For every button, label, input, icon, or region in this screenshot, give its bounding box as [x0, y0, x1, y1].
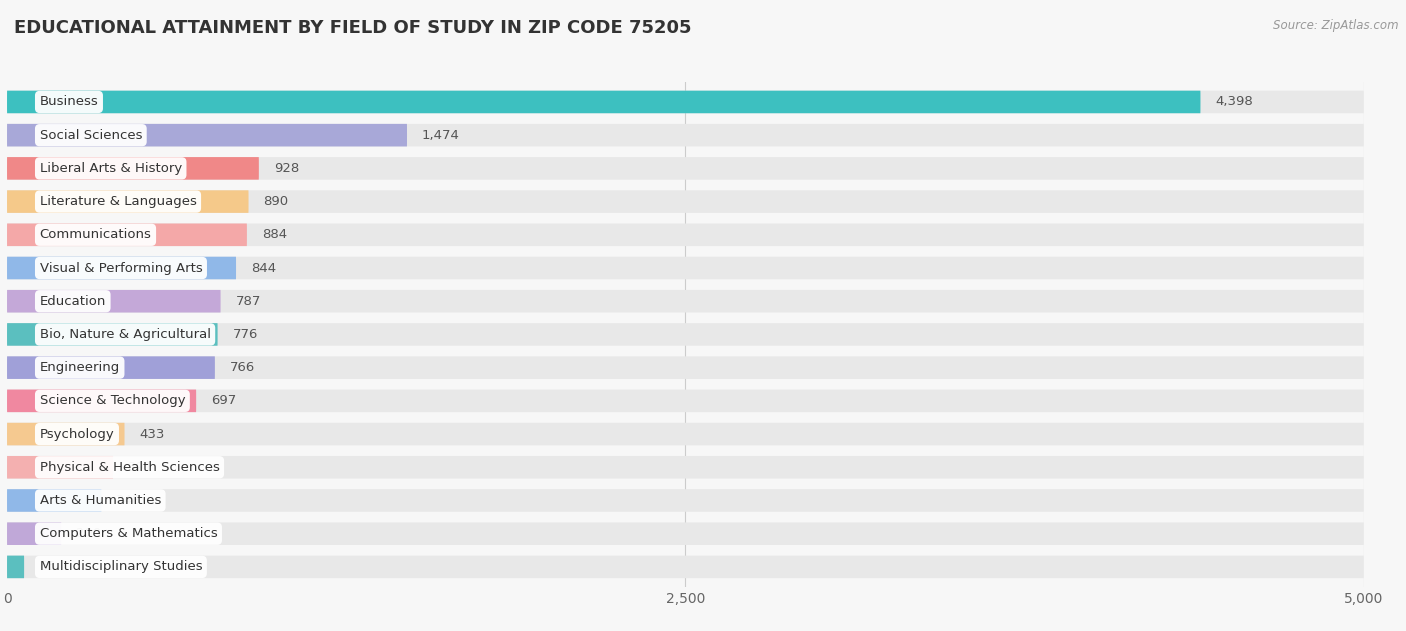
- FancyBboxPatch shape: [7, 556, 24, 578]
- Text: 844: 844: [252, 261, 276, 274]
- Text: 787: 787: [236, 295, 262, 308]
- FancyBboxPatch shape: [7, 456, 112, 478]
- FancyBboxPatch shape: [7, 556, 1364, 578]
- FancyBboxPatch shape: [7, 157, 1364, 180]
- Text: Engineering: Engineering: [39, 361, 120, 374]
- FancyBboxPatch shape: [7, 124, 1364, 146]
- FancyBboxPatch shape: [7, 456, 1364, 478]
- Text: Social Sciences: Social Sciences: [39, 129, 142, 142]
- Text: 433: 433: [139, 428, 165, 440]
- Text: Psychology: Psychology: [39, 428, 114, 440]
- FancyBboxPatch shape: [7, 223, 1364, 246]
- Text: 391: 391: [128, 461, 153, 474]
- FancyBboxPatch shape: [7, 489, 1364, 512]
- FancyBboxPatch shape: [7, 91, 1364, 113]
- Text: Science & Technology: Science & Technology: [39, 394, 186, 408]
- Text: Source: ZipAtlas.com: Source: ZipAtlas.com: [1274, 19, 1399, 32]
- FancyBboxPatch shape: [7, 124, 406, 146]
- FancyBboxPatch shape: [7, 389, 1364, 412]
- FancyBboxPatch shape: [7, 191, 1364, 213]
- FancyBboxPatch shape: [7, 223, 247, 246]
- FancyBboxPatch shape: [7, 423, 1364, 445]
- Text: Literature & Languages: Literature & Languages: [39, 195, 197, 208]
- Text: 63: 63: [39, 560, 56, 574]
- Text: 200: 200: [76, 527, 101, 540]
- FancyBboxPatch shape: [7, 357, 215, 379]
- Text: EDUCATIONAL ATTAINMENT BY FIELD OF STUDY IN ZIP CODE 75205: EDUCATIONAL ATTAINMENT BY FIELD OF STUDY…: [14, 19, 692, 37]
- FancyBboxPatch shape: [7, 257, 236, 280]
- Text: 4,398: 4,398: [1215, 95, 1253, 109]
- FancyBboxPatch shape: [7, 191, 249, 213]
- Text: 697: 697: [211, 394, 236, 408]
- Text: 766: 766: [229, 361, 254, 374]
- Text: 1,474: 1,474: [422, 129, 460, 142]
- Text: Education: Education: [39, 295, 105, 308]
- Text: Physical & Health Sciences: Physical & Health Sciences: [39, 461, 219, 474]
- Text: Liberal Arts & History: Liberal Arts & History: [39, 162, 181, 175]
- FancyBboxPatch shape: [7, 290, 221, 312]
- Text: Communications: Communications: [39, 228, 152, 241]
- FancyBboxPatch shape: [7, 290, 1364, 312]
- Text: Visual & Performing Arts: Visual & Performing Arts: [39, 261, 202, 274]
- FancyBboxPatch shape: [7, 323, 1364, 346]
- FancyBboxPatch shape: [7, 323, 218, 346]
- FancyBboxPatch shape: [7, 489, 101, 512]
- Text: 348: 348: [117, 494, 142, 507]
- FancyBboxPatch shape: [7, 423, 125, 445]
- FancyBboxPatch shape: [7, 257, 1364, 280]
- FancyBboxPatch shape: [7, 357, 1364, 379]
- FancyBboxPatch shape: [7, 389, 197, 412]
- Text: Multidisciplinary Studies: Multidisciplinary Studies: [39, 560, 202, 574]
- FancyBboxPatch shape: [7, 522, 1364, 545]
- Text: Arts & Humanities: Arts & Humanities: [39, 494, 160, 507]
- Text: 884: 884: [262, 228, 287, 241]
- Text: 776: 776: [232, 328, 257, 341]
- FancyBboxPatch shape: [7, 157, 259, 180]
- Text: 890: 890: [263, 195, 288, 208]
- Text: Business: Business: [39, 95, 98, 109]
- FancyBboxPatch shape: [7, 91, 1201, 113]
- FancyBboxPatch shape: [7, 522, 62, 545]
- Text: 928: 928: [274, 162, 299, 175]
- Text: Computers & Mathematics: Computers & Mathematics: [39, 527, 218, 540]
- Text: Bio, Nature & Agricultural: Bio, Nature & Agricultural: [39, 328, 211, 341]
